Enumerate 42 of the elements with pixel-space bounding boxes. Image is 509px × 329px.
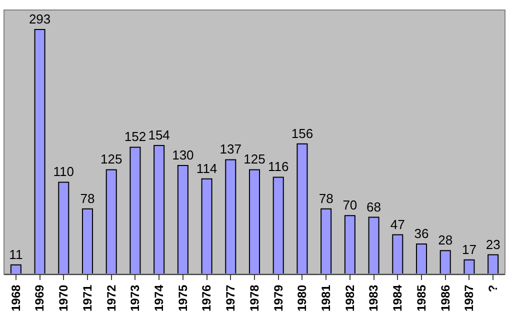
x-tick-label: 1971 <box>80 284 94 312</box>
x-tick-label: 1977 <box>224 284 238 312</box>
x-tick-label: 1975 <box>176 284 190 312</box>
data-label: 28 <box>438 232 453 248</box>
x-tick-label: 1973 <box>128 284 142 312</box>
data-label: 154 <box>148 128 170 143</box>
data-label: 11 <box>9 246 23 262</box>
data-label: 156 <box>291 126 314 141</box>
data-label: 125 <box>244 152 266 167</box>
x-tick-label: 1985 <box>414 284 428 312</box>
x-tick-label: 1976 <box>200 284 214 312</box>
data-label: 78 <box>318 190 334 206</box>
data-label: 70 <box>342 198 358 213</box>
data-label: 23 <box>486 236 500 252</box>
data-label: 36 <box>414 226 429 241</box>
data-label: 47 <box>390 216 405 232</box>
data-label: 137 <box>220 142 242 157</box>
x-tick-label: 1984 <box>390 284 405 312</box>
x-tick-label: 1981 <box>318 284 333 312</box>
data-label: 152 <box>124 129 146 144</box>
data-label: 114 <box>196 160 218 176</box>
x-tick-label: ? <box>486 284 500 292</box>
x-tick-label: 1970 <box>56 284 71 312</box>
x-tick-label: 1979 <box>271 284 286 312</box>
x-tick-label: 1987 <box>462 284 476 312</box>
x-tick-label: 1978 <box>247 284 262 312</box>
x-tick-label: 1986 <box>438 284 452 312</box>
x-tick-label: 1980 <box>295 284 310 312</box>
x-tick-label: 1969 <box>32 284 47 312</box>
data-label: 125 <box>100 152 122 167</box>
x-tick-label: 1983 <box>366 284 381 312</box>
data-label: 130 <box>172 148 194 163</box>
data-label: 78 <box>80 190 95 206</box>
data-label: 110 <box>53 164 74 180</box>
data-label: 293 <box>28 12 51 27</box>
x-tick-label: 1982 <box>342 284 357 312</box>
x-tick-label: 1974 <box>152 284 166 312</box>
data-label: 116 <box>268 159 289 174</box>
data-label: 17 <box>462 242 476 257</box>
x-tick-label: 1968 <box>8 284 23 312</box>
data-label: 68 <box>366 199 382 214</box>
x-tick-label: 1972 <box>104 284 118 312</box>
